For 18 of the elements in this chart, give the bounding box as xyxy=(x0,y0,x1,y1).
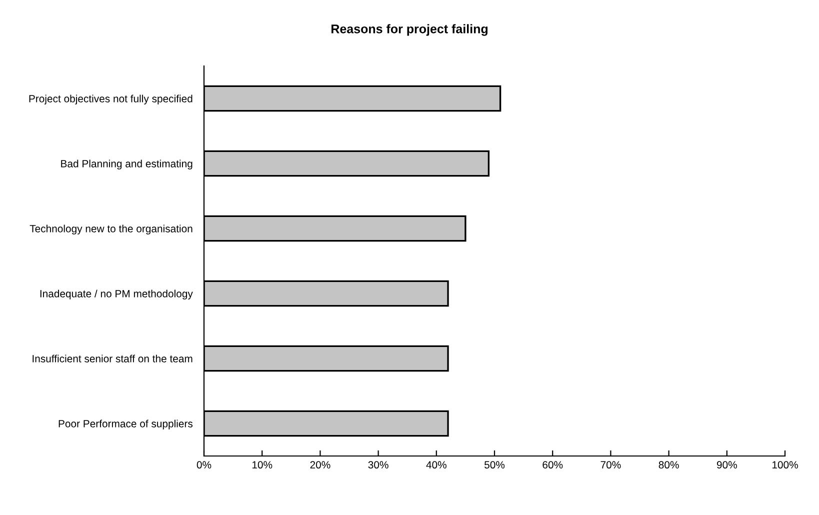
y-tick-label: Technology new to the organisation xyxy=(30,224,192,234)
y-tick-label: Project objectives not fully specified xyxy=(29,94,192,104)
x-tick-label: 70% xyxy=(600,461,621,469)
x-tick-label: 50% xyxy=(484,461,505,469)
x-tick-label: 10% xyxy=(252,461,272,469)
y-tick-label: Bad Planning and estimating xyxy=(61,160,192,170)
x-tick-label: 90% xyxy=(716,461,737,469)
y-tick-label: Poor Performace of suppliers xyxy=(58,420,193,430)
x-tick-label: 100% xyxy=(772,461,798,469)
chart-title: Reasons for project failing xyxy=(332,24,488,36)
x-tick-label: 60% xyxy=(542,461,563,469)
y-tick-label: Insufficient senior staff on the team xyxy=(32,354,192,362)
x-tick-label: 0% xyxy=(196,461,212,469)
x-tick-label: 80% xyxy=(658,461,679,469)
y-tick-label: Inadequate / no PM methodology xyxy=(40,290,193,300)
x-tick-label: 40% xyxy=(426,461,446,469)
x-tick-label: 30% xyxy=(368,461,388,469)
x-tick-label: 20% xyxy=(310,461,330,469)
